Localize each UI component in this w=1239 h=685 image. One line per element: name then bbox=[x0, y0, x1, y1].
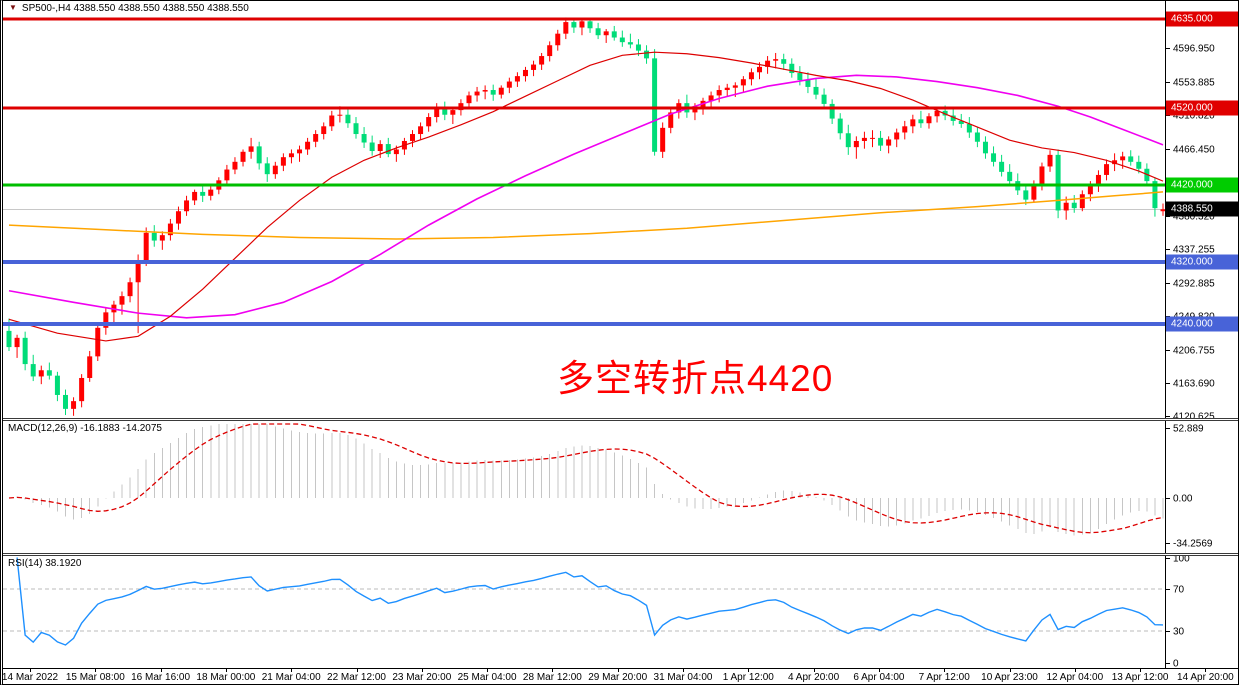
axis-tick bbox=[1166, 428, 1170, 429]
time-axis-label: 10 Apr 23:00 bbox=[981, 672, 1038, 683]
time-axis-label: 15 Mar 08:00 bbox=[65, 672, 125, 683]
time-axis-label: 22 Mar 12:00 bbox=[327, 672, 386, 683]
time-axis-label: 21 Mar 04:00 bbox=[261, 672, 321, 683]
macd-label: MACD(12,26,9) -16.1883 -14.2075 bbox=[8, 423, 162, 434]
axis-tick bbox=[1166, 82, 1170, 83]
axis-tick bbox=[1166, 498, 1170, 499]
axis-tick-label: 4510.820 bbox=[1173, 110, 1215, 121]
axis-tick-label: 52.889 bbox=[1173, 423, 1204, 434]
rsi-chart[interactable] bbox=[3, 556, 1165, 668]
time-axis-tick bbox=[160, 669, 162, 672]
axis-tick-label: 4206.755 bbox=[1173, 345, 1215, 356]
price-level-badge: 4388.550 bbox=[1166, 201, 1238, 217]
chart-symbol-header: ▼ SP500-,H4 4388.550 4388.550 4388.550 43… bbox=[9, 3, 249, 14]
time-axis-label: 13 Apr 12:00 bbox=[1111, 672, 1169, 683]
axis-tick bbox=[1166, 115, 1170, 116]
time-axis-tick bbox=[225, 669, 227, 672]
price-level-badge: 4420.000 bbox=[1166, 177, 1238, 193]
axis-tick bbox=[1166, 558, 1170, 559]
axis-tick-label: 0 bbox=[1173, 658, 1179, 669]
time-axis-label: 14 Apr 20:00 bbox=[1177, 672, 1234, 683]
time-axis-label: 12 Apr 04:00 bbox=[1046, 672, 1104, 683]
chart-dropdown-icon[interactable]: ▼ bbox=[9, 3, 17, 12]
time-axis-tick bbox=[487, 669, 489, 672]
axis-tick bbox=[1166, 663, 1170, 664]
time-axis-label: 31 Mar 04:00 bbox=[653, 672, 713, 683]
axis-tick-label: 0.00 bbox=[1173, 493, 1193, 504]
axis-tick-label: 4120.625 bbox=[1173, 411, 1215, 422]
axis-tick-label: 30 bbox=[1173, 626, 1185, 637]
axis-tick bbox=[1166, 283, 1170, 284]
time-axis-tick bbox=[1009, 669, 1011, 672]
rsi-label: RSI(14) 38.1920 bbox=[8, 558, 82, 569]
axis-tick-label: 4337.255 bbox=[1173, 244, 1215, 255]
time-axis-label: 25 Mar 04:00 bbox=[457, 672, 517, 683]
time-axis-label: 1 Apr 12:00 bbox=[722, 672, 774, 683]
time-axis-tick bbox=[748, 669, 750, 672]
time-axis-label: 14 Mar 2022 bbox=[1, 672, 59, 683]
axis-tick bbox=[1166, 149, 1170, 150]
axis-tick-label: 4553.885 bbox=[1173, 77, 1215, 88]
time-axis-tick bbox=[291, 669, 293, 672]
axis-tick-label: 4466.450 bbox=[1173, 144, 1215, 155]
price-level-badge: 4520.000 bbox=[1166, 100, 1238, 116]
time-axis-label: 18 Mar 00:00 bbox=[196, 672, 256, 683]
macd-indicator-panel[interactable] bbox=[3, 421, 1165, 553]
axis-tick bbox=[1166, 416, 1170, 417]
time-axis-tick bbox=[617, 669, 619, 672]
time-axis-label: 28 Mar 12:00 bbox=[522, 672, 582, 683]
axis-tick bbox=[1166, 383, 1170, 384]
time-axis-tick bbox=[1074, 669, 1076, 672]
time-axis-tick bbox=[552, 669, 554, 672]
time-axis-tick bbox=[683, 669, 684, 672]
time-axis-tick bbox=[1140, 669, 1142, 672]
axis-tick bbox=[1166, 48, 1170, 49]
panel-resize-separator[interactable] bbox=[3, 418, 1238, 421]
price-level-badge: 4240.000 bbox=[1166, 316, 1238, 332]
axis-tick-label: 4292.885 bbox=[1173, 278, 1215, 289]
axis-tick-label: 4163.690 bbox=[1173, 378, 1215, 389]
macd-chart[interactable] bbox=[3, 421, 1165, 553]
axis-tick bbox=[1166, 543, 1170, 544]
time-axis[interactable]: 14 Mar 2022 15 Mar 08:00 16 Mar 16:00 18 Ma… bbox=[1, 668, 1238, 684]
price-axis-border bbox=[1165, 1, 1166, 668]
time-axis-label: 4 Apr 20:00 bbox=[788, 672, 840, 683]
rsi-indicator-panel[interactable] bbox=[3, 556, 1165, 668]
time-axis-tick bbox=[813, 669, 815, 672]
panel-resize-separator[interactable] bbox=[3, 553, 1238, 556]
main-price-chart-panel[interactable] bbox=[3, 1, 1165, 418]
time-axis-tick bbox=[1205, 669, 1207, 672]
time-axis-label: 23 Mar 20:00 bbox=[392, 672, 452, 683]
axis-tick-label: 100 bbox=[1173, 553, 1190, 564]
axis-tick-label: 4596.950 bbox=[1173, 43, 1215, 54]
time-axis-label: 29 Mar 20:00 bbox=[588, 672, 648, 683]
time-axis-label: 7 Apr 12:00 bbox=[918, 672, 970, 683]
price-level-badge: 4320.000 bbox=[1166, 254, 1238, 270]
time-axis-tick bbox=[944, 669, 946, 672]
time-axis-tick bbox=[878, 669, 880, 672]
time-axis-tick bbox=[95, 669, 97, 672]
chart-text-annotation[interactable]: 多空转折点4420 bbox=[557, 358, 834, 399]
time-axis-tick bbox=[30, 669, 31, 672]
axis-tick-label: 70 bbox=[1173, 584, 1185, 595]
candlestick-chart[interactable] bbox=[3, 1, 1165, 418]
time-axis-tick bbox=[421, 669, 423, 672]
time-axis-tick bbox=[356, 669, 358, 672]
symbol-ohlc-text: SP500-,H4 4388.550 4388.550 4388.550 438… bbox=[21, 3, 249, 14]
axis-tick-label: -34.2569 bbox=[1173, 538, 1213, 549]
axis-tick bbox=[1166, 350, 1170, 351]
axis-tick bbox=[1166, 589, 1170, 590]
price-level-badge: 4635.000 bbox=[1166, 11, 1238, 27]
axis-tick bbox=[1166, 249, 1170, 250]
time-axis-label: 16 Mar 16:00 bbox=[131, 672, 191, 683]
time-axis-label: 6 Apr 04:00 bbox=[853, 672, 905, 683]
axis-tick bbox=[1166, 631, 1170, 632]
